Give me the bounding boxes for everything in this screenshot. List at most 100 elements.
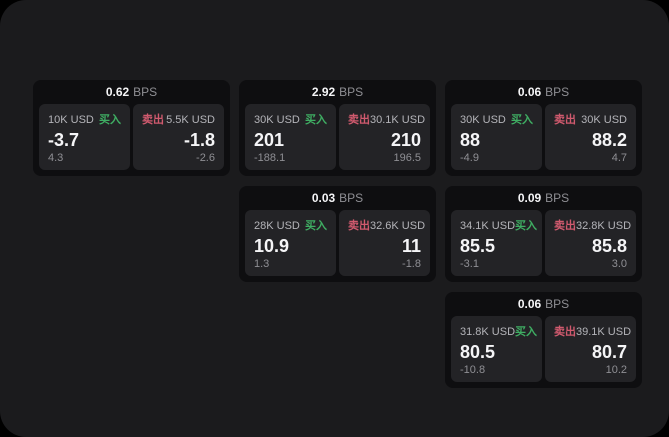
buy-amount: 30K USD xyxy=(460,114,506,126)
sell-change: 196.5 xyxy=(393,152,421,164)
spread-value: 0.06 xyxy=(517,85,542,99)
spread-header: 0.62 BPS xyxy=(33,80,230,104)
buy-price: -3.7 xyxy=(48,130,80,150)
quote-body: 30K USD 买入 88 -4.9 卖出 30K USD 88.2 4.7 xyxy=(445,104,642,176)
buy-tile-header: 34.1K USD 买入 xyxy=(460,217,537,233)
sell-tile-header: 卖出 32.8K USD xyxy=(554,217,631,233)
spread-value: 2.92 xyxy=(311,85,336,99)
buy-amount: 34.1K USD xyxy=(460,220,516,232)
sell-side-label: 卖出 xyxy=(554,114,576,126)
buy-tile[interactable]: 10K USD 买入 -3.7 4.3 xyxy=(39,104,130,170)
sell-amount: 32.6K USD xyxy=(370,220,426,232)
quote-body: 10K USD 买入 -3.7 4.3 卖出 5.5K USD -1.8 -2.… xyxy=(33,104,230,176)
spread-unit-label: BPS xyxy=(133,85,158,99)
quote-cards-grid: 0.62 BPS 10K USD 买入 -3.7 4.3 卖出 5.5K USD … xyxy=(33,80,642,388)
quote-body: 31.8K USD 买入 80.5 -10.8 卖出 39.1K USD 80.… xyxy=(445,316,642,388)
sell-price: 88.2 xyxy=(591,130,627,150)
sell-side-label: 卖出 xyxy=(348,220,370,232)
sell-tile-header: 卖出 39.1K USD xyxy=(554,323,631,339)
spread-unit-label: BPS xyxy=(339,85,364,99)
spread-header: 0.06 BPS xyxy=(445,292,642,316)
spread-header: 2.92 BPS xyxy=(239,80,436,104)
buy-change: -4.9 xyxy=(460,152,479,164)
buy-price: 10.9 xyxy=(254,236,290,256)
buy-tile[interactable]: 34.1K USD 买入 85.5 -3.1 xyxy=(451,210,542,276)
buy-side-label: 买入 xyxy=(305,114,327,126)
buy-price: 88 xyxy=(460,130,481,150)
sell-tile-header: 卖出 32.6K USD xyxy=(348,217,425,233)
buy-amount: 30K USD xyxy=(254,114,300,126)
buy-change: -10.8 xyxy=(460,364,486,376)
sell-tile[interactable]: 卖出 32.6K USD 11 -1.8 xyxy=(339,210,430,276)
sell-price: 11 xyxy=(401,236,421,256)
sell-price: 80.7 xyxy=(591,342,627,362)
buy-side-label: 买入 xyxy=(511,114,533,126)
sell-side-label: 卖出 xyxy=(348,114,370,126)
spread-header: 0.06 BPS xyxy=(445,80,642,104)
buy-tile-header: 31.8K USD 买入 xyxy=(460,323,537,339)
spread-unit-label: BPS xyxy=(545,85,570,99)
spread-value: 0.06 xyxy=(517,297,542,311)
quote-card: 2.92 BPS 30K USD 买入 201 -188.1 卖出 30.1K U… xyxy=(239,80,436,176)
buy-change: 4.3 xyxy=(48,152,64,164)
buy-amount: 31.8K USD xyxy=(460,326,516,338)
sell-tile-header: 卖出 5.5K USD xyxy=(142,111,215,127)
quote-card: 0.06 BPS 30K USD 买入 88 -4.9 卖出 30K USD 88… xyxy=(445,80,642,176)
quote-body: 30K USD 买入 201 -188.1 卖出 30.1K USD 210 1… xyxy=(239,104,436,176)
sell-change: 4.7 xyxy=(611,152,627,164)
buy-tile-header: 30K USD 买入 xyxy=(254,111,327,127)
buy-tile[interactable]: 30K USD 买入 88 -4.9 xyxy=(451,104,542,170)
buy-tile[interactable]: 30K USD 买入 201 -188.1 xyxy=(245,104,336,170)
buy-tile[interactable]: 28K USD 买入 10.9 1.3 xyxy=(245,210,336,276)
quote-card: 0.06 BPS 31.8K USD 买入 80.5 -10.8 卖出 39.1K… xyxy=(445,292,642,388)
sell-amount: 30K USD xyxy=(581,114,627,126)
sell-tile[interactable]: 卖出 30.1K USD 210 196.5 xyxy=(339,104,430,170)
buy-tile-header: 30K USD 买入 xyxy=(460,111,533,127)
buy-tile-header: 10K USD 买入 xyxy=(48,111,121,127)
quote-card: 0.03 BPS 28K USD 买入 10.9 1.3 卖出 32.6K USD… xyxy=(239,186,436,282)
buy-price: 85.5 xyxy=(460,236,496,256)
sell-tile[interactable]: 卖出 32.8K USD 85.8 3.0 xyxy=(545,210,636,276)
sell-change: -2.6 xyxy=(196,152,215,164)
buy-amount: 10K USD xyxy=(48,114,94,126)
quote-card: 0.09 BPS 34.1K USD 买入 85.5 -3.1 卖出 32.8K … xyxy=(445,186,642,282)
sell-tile-header: 卖出 30.1K USD xyxy=(348,111,425,127)
sell-tile-header: 卖出 30K USD xyxy=(554,111,627,127)
sell-amount: 5.5K USD xyxy=(166,114,215,126)
sell-change: 10.2 xyxy=(605,364,627,376)
sell-side-label: 卖出 xyxy=(554,326,576,338)
sell-amount: 32.8K USD xyxy=(576,220,632,232)
spread-value: 0.09 xyxy=(517,191,542,205)
buy-price: 80.5 xyxy=(460,342,496,362)
spread-unit-label: BPS xyxy=(545,297,570,311)
sell-tile[interactable]: 卖出 5.5K USD -1.8 -2.6 xyxy=(133,104,224,170)
buy-amount: 28K USD xyxy=(254,220,300,232)
quote-body: 34.1K USD 买入 85.5 -3.1 卖出 32.8K USD 85.8… xyxy=(445,210,642,282)
spread-header: 0.03 BPS xyxy=(239,186,436,210)
sell-side-label: 卖出 xyxy=(554,220,576,232)
sell-change: 3.0 xyxy=(611,258,627,270)
sell-price: -1.8 xyxy=(183,130,215,150)
buy-tile[interactable]: 31.8K USD 买入 80.5 -10.8 xyxy=(451,316,542,382)
spread-value: 0.03 xyxy=(311,191,336,205)
spread-value: 0.62 xyxy=(105,85,130,99)
buy-change: -3.1 xyxy=(460,258,479,270)
buy-tile-header: 28K USD 买入 xyxy=(254,217,327,233)
sell-tile[interactable]: 卖出 39.1K USD 80.7 10.2 xyxy=(545,316,636,382)
buy-side-label: 买入 xyxy=(515,326,538,338)
sell-amount: 39.1K USD xyxy=(576,326,632,338)
buy-side-label: 买入 xyxy=(99,114,121,126)
spread-header: 0.09 BPS xyxy=(445,186,642,210)
sell-tile[interactable]: 卖出 30K USD 88.2 4.7 xyxy=(545,104,636,170)
buy-change: 1.3 xyxy=(254,258,270,270)
sell-price: 85.8 xyxy=(591,236,627,256)
quote-body: 28K USD 买入 10.9 1.3 卖出 32.6K USD 11 -1.8 xyxy=(239,210,436,282)
buy-price: 201 xyxy=(254,130,285,150)
buy-change: -188.1 xyxy=(254,152,286,164)
sell-change: -1.8 xyxy=(402,258,421,270)
sell-price: 210 xyxy=(390,130,421,150)
spread-unit-label: BPS xyxy=(339,191,364,205)
buy-side-label: 买入 xyxy=(515,220,538,232)
